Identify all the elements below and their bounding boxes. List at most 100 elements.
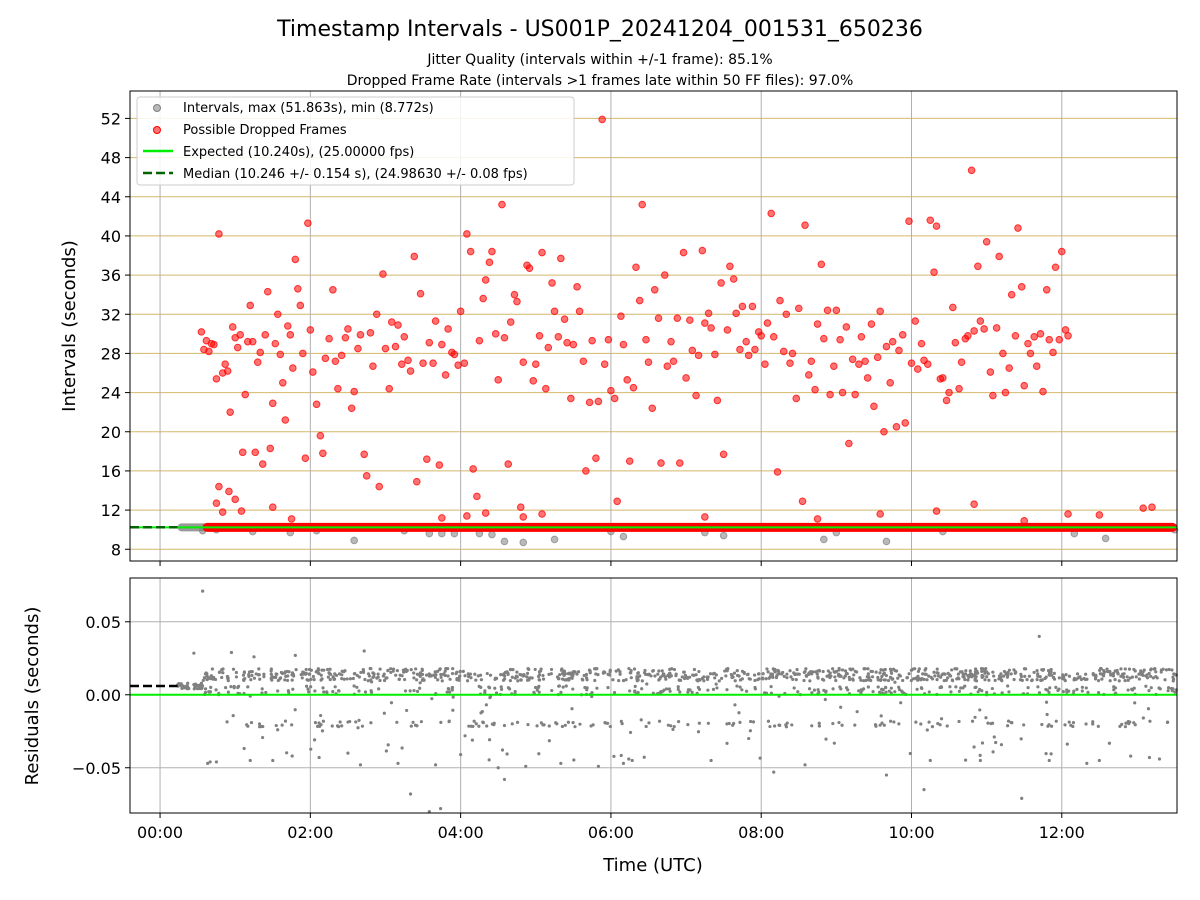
residual-point [533, 685, 538, 690]
legend[interactable]: Intervals, max (51.863s), min (8.772s) P… [136, 96, 575, 186]
residual-point [436, 678, 440, 682]
residual-point [1093, 676, 1098, 680]
residual-point [871, 689, 875, 694]
residual-point [516, 679, 520, 683]
dropped-frame-point [945, 388, 953, 397]
residual-point [257, 722, 262, 726]
residual-outlier-point [201, 589, 205, 593]
residual-point [970, 719, 975, 723]
dropped-frame-point [761, 360, 769, 368]
residual-point [583, 685, 587, 690]
dropped-frame-point [372, 310, 381, 319]
residual-point [1120, 722, 1124, 726]
residual-point [1036, 672, 1040, 676]
residual-point [815, 672, 819, 676]
residual-point [668, 689, 672, 693]
dropped-frame-point [347, 404, 356, 413]
residual-point [1023, 674, 1027, 678]
dropped-frame-point [964, 331, 972, 340]
residual-point [293, 708, 297, 712]
dropped-frame-point [469, 465, 477, 473]
residual-point [899, 701, 903, 705]
residual-point [644, 724, 648, 729]
residual-point [412, 676, 416, 680]
dropped-frame-point [538, 248, 546, 257]
dropped-frame-point [248, 337, 257, 346]
residual-point [205, 678, 209, 682]
residual-point [757, 677, 761, 681]
dropped-frame-point [569, 340, 578, 349]
dropped-frame-point [830, 362, 838, 370]
residual-point [446, 667, 450, 671]
residual-point [1144, 674, 1148, 678]
dropped-frame-point [441, 371, 450, 379]
residual-point [354, 720, 358, 724]
residual-outlier-point [559, 761, 563, 765]
residual-point [333, 672, 337, 676]
residual-point [313, 721, 318, 725]
dropped-frame-point [535, 331, 544, 340]
dropped-frame-point [792, 394, 801, 403]
residual-point [843, 674, 847, 678]
residual-point [921, 672, 925, 676]
residual-point [262, 672, 266, 676]
residual-point [511, 668, 515, 672]
dropped-frame-point [895, 346, 903, 355]
intervals-axes-frame [129, 90, 1178, 562]
residual-point [439, 672, 443, 677]
dropped-frame-point [1042, 285, 1051, 294]
residual-point [606, 686, 610, 690]
residual-point [785, 672, 789, 676]
residual-point [448, 677, 452, 681]
dropped-frame-point [261, 331, 270, 339]
residual-point [242, 746, 246, 751]
residual-point [990, 686, 994, 691]
residual-point [479, 678, 484, 682]
intervals-y-tick-label: 32 [101, 305, 121, 324]
residual-point [509, 667, 513, 672]
residual-point [395, 669, 399, 673]
residual-point [280, 723, 284, 727]
residual-point [1163, 678, 1167, 682]
dropped-frame-point [519, 513, 528, 521]
residual-point [369, 667, 373, 671]
residual-point [1044, 700, 1049, 704]
dropped-frame-point [757, 331, 766, 340]
residual-point [925, 728, 929, 732]
dropped-frame-point [807, 357, 816, 366]
residual-point [674, 672, 678, 676]
residual-point [993, 678, 997, 683]
interval-point [488, 530, 496, 539]
interval-point [350, 536, 358, 545]
residual-point [886, 678, 891, 683]
dropped-frame-point [291, 255, 300, 264]
residual-point [676, 719, 681, 724]
residual-point [661, 672, 665, 676]
residual-point [584, 672, 589, 677]
residual-point [744, 689, 749, 693]
residual-point [250, 673, 254, 678]
residual-point [451, 695, 455, 699]
dropped-frame-point [331, 357, 340, 366]
dropped-frame-point [435, 461, 444, 469]
residual-point [384, 749, 388, 753]
residual-point [627, 757, 631, 761]
residual-point [981, 667, 985, 671]
residual-point [355, 685, 359, 689]
dropped-frame-point [362, 472, 371, 480]
residual-point [785, 676, 789, 680]
residual-point [810, 672, 814, 676]
residual-point [851, 677, 855, 681]
residual-point [833, 675, 837, 679]
residual-outlier-point [293, 653, 297, 657]
residual-point [945, 724, 949, 728]
residual-point [909, 678, 913, 683]
dropped-frame-point [438, 340, 446, 349]
residual-point [794, 677, 798, 682]
dropped-frame-point [1005, 364, 1013, 372]
intervals-y-tick-label: 44 [101, 188, 121, 207]
residual-point [671, 727, 675, 732]
residual-point [505, 752, 509, 756]
residual-point [603, 721, 607, 725]
residual-point [226, 690, 231, 694]
